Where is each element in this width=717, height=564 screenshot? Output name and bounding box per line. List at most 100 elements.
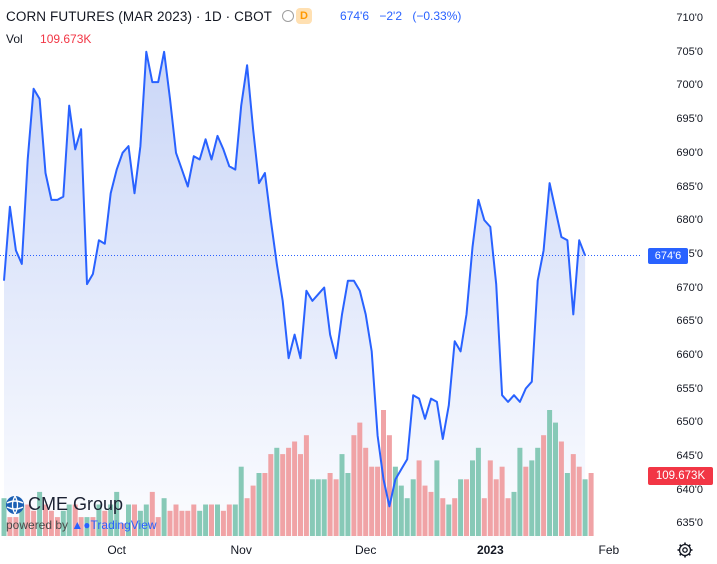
volume-bar (31, 510, 37, 536)
volume-bar (126, 504, 131, 536)
volume-bar (523, 466, 529, 536)
volume-bar (149, 491, 155, 536)
volume-bar (553, 422, 558, 536)
cme-globe-icon (6, 495, 24, 514)
price-axis-label: 655'0 (676, 382, 703, 395)
price-axis-label: 700'0 (676, 79, 703, 92)
powered-by[interactable]: powered by ▲●TradingView (6, 518, 157, 532)
volume-bar (351, 435, 357, 536)
volume-bar (529, 460, 535, 536)
volume-bar (392, 466, 398, 536)
volume-bar (410, 479, 416, 536)
volume-bar (179, 510, 185, 536)
volume-bar (60, 510, 66, 536)
volume-bar (66, 504, 72, 536)
volume-bar (78, 517, 84, 536)
volume-bar (286, 447, 292, 536)
price-axis-label: 650'0 (676, 416, 703, 429)
volume-bar (167, 510, 173, 536)
volume-bar (191, 504, 197, 536)
volume-legend: Vol 109.673K (6, 32, 91, 46)
price-area-fill (4, 51, 586, 541)
volume-bar (43, 504, 48, 536)
volume-bar (37, 491, 43, 536)
time-axis-label: 2023 (476, 543, 504, 557)
volume-bar (155, 517, 161, 536)
volume-bar (458, 479, 464, 536)
volume-bar (481, 498, 487, 536)
volume-bar (446, 504, 452, 536)
volume-bar (274, 447, 280, 536)
volume-bar (416, 460, 422, 536)
volume-bar (250, 485, 256, 536)
volume-bar (345, 473, 351, 536)
volume-bar (404, 498, 410, 536)
price-change-pct: (−0.33%) (412, 9, 462, 23)
volume-bar (256, 473, 262, 536)
volume-bar (7, 517, 13, 536)
volume-bar (48, 510, 54, 536)
price-axis-label: 710'0 (676, 12, 703, 25)
tradingview-name: TradingView (90, 518, 157, 532)
volume-bar (517, 447, 523, 536)
time-axis-label: Oct (107, 543, 127, 557)
volume-bar (292, 441, 298, 536)
price-axis-label: 640'0 (676, 483, 703, 496)
volume-bar (137, 510, 143, 536)
volume-bar (327, 473, 333, 536)
volume-bar (315, 479, 321, 536)
price-axis-label: 695'0 (676, 113, 703, 126)
volume-bar (535, 447, 541, 536)
delayed-data-badge: D (296, 8, 313, 24)
powered-prefix: powered by (6, 518, 69, 532)
volume-bar (132, 504, 137, 536)
volume-bar (96, 504, 102, 536)
volume-bar (13, 517, 19, 536)
volume-bar (161, 498, 167, 536)
volume-bar (185, 510, 191, 536)
volume-bar (339, 454, 345, 536)
volume-bar (499, 466, 505, 536)
volume-bar (220, 510, 226, 536)
volume-bar (570, 454, 576, 536)
price-axis-label: 690'0 (676, 146, 703, 159)
volume-bar (422, 485, 428, 536)
quote-summary: 674'6 −2'2 (−0.33%) (340, 9, 468, 23)
volume-bar (143, 504, 149, 536)
time-axis-label: Feb (598, 543, 620, 557)
cme-group-logo[interactable]: CME Group (5, 494, 123, 515)
volume-bar (582, 479, 588, 536)
volume-bar (333, 479, 339, 536)
volume-bar (558, 441, 564, 536)
volume-bar (470, 460, 475, 536)
price-axis-label: 680'0 (676, 214, 703, 227)
volume-bar (280, 454, 286, 536)
volume-bar (298, 454, 303, 536)
settings-gear-icon[interactable] (677, 542, 693, 558)
price-axis-label: 670'0 (676, 281, 703, 294)
volume-bar (375, 466, 381, 536)
last-price-tag: 674'6 (648, 247, 688, 264)
volume-bar (114, 491, 120, 536)
time-axis-label: Nov (230, 543, 252, 557)
price-axis-label: 660'0 (676, 348, 703, 361)
volume-bar (108, 504, 114, 536)
volume-bar (102, 510, 108, 536)
volume-bar (203, 504, 209, 536)
volume-bar (398, 485, 404, 536)
price-line (3, 50, 587, 508)
volume-bar (197, 510, 203, 536)
volume-bar (84, 517, 90, 536)
volume-bar (564, 473, 570, 536)
volume-bar (369, 466, 375, 536)
volume-label: Vol (6, 32, 23, 46)
volume-bar (511, 491, 517, 536)
volume-bar (244, 498, 250, 536)
volume-bar (541, 435, 547, 536)
volume-bar (440, 498, 446, 536)
price-axis-label: 635'0 (676, 517, 703, 530)
volume-bar (428, 491, 434, 536)
volume-bar (25, 504, 31, 536)
symbol-title[interactable]: CORN FUTURES (MAR 2023) · 1D · CBOT (6, 8, 273, 24)
